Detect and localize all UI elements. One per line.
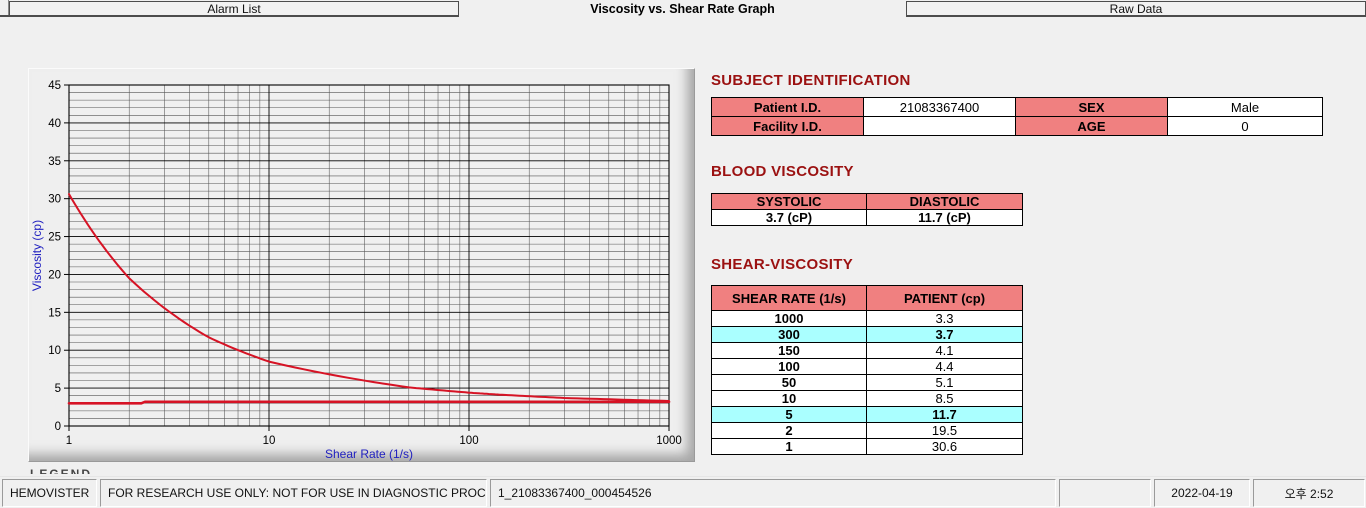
- svg-text:100: 100: [459, 435, 478, 447]
- svg-text:20: 20: [48, 269, 61, 281]
- shear-rate-cell: 150: [711, 342, 867, 359]
- viscosity-shear-chart: 0 5 10 15 20 25 30 35 40 45 1 10 100 1000 Shear Rate (…: [30, 80, 682, 461]
- y-axis-title: Viscosity (cp): [30, 220, 44, 291]
- shear-rate-cell: 5: [711, 406, 867, 423]
- blood-viscosity-title: BLOOD VISCOSITY: [711, 163, 854, 180]
- svg-text:1000: 1000: [656, 435, 682, 447]
- field-label: AGE: [1015, 116, 1168, 136]
- table-row: 150 4.1: [711, 342, 1023, 359]
- subject-identification-title: SUBJECT IDENTIFICATION: [711, 72, 911, 89]
- shear-rate-cell: 2: [711, 422, 867, 439]
- subject-identification-table: Patient I.D. 21083367400 SEX Male Facility I…: [711, 97, 1323, 136]
- table-row: Patient I.D. 21083367400 SEX Male: [711, 97, 1323, 117]
- table-row: 3.7 (cP) 11.7 (cP): [711, 209, 1023, 226]
- table-row: 1000 3.3: [711, 310, 1023, 327]
- svg-text:10: 10: [263, 435, 276, 447]
- status-disclaimer: FOR RESEARCH USE ONLY: NOT FOR USE IN DI…: [100, 479, 487, 507]
- reference-line: [67, 400, 671, 405]
- patient-cp-cell: 11.7: [866, 406, 1023, 423]
- svg-text:0: 0: [55, 421, 61, 433]
- blood-viscosity-table: SYSTOLIC DIASTOLIC 3.7 (cP) 11.7 (cP): [711, 193, 1023, 226]
- field-value: 21083367400: [863, 97, 1016, 117]
- patient-viscosity-curve: [68, 193, 670, 402]
- field-value: Male: [1167, 97, 1323, 117]
- table-row: 50 5.1: [711, 374, 1023, 391]
- patient-cp-cell: 4.4: [866, 358, 1023, 375]
- shear-rate-cell: 50: [711, 374, 867, 391]
- status-app-name: HEMOVISTER: [2, 479, 97, 507]
- patient-cp-cell: 3.3: [866, 310, 1023, 327]
- svg-text:35: 35: [48, 156, 61, 168]
- field-label: Facility I.D.: [711, 116, 864, 136]
- patient-cp-header: PATIENT (cp): [866, 285, 1023, 311]
- shear-rate-cell: 100: [711, 358, 867, 375]
- status-record-id: 1_21083367400_000454526: [490, 479, 1056, 507]
- shear-rate-cell: 1: [711, 438, 867, 455]
- field-label: Patient I.D.: [711, 97, 864, 117]
- patient-cp-cell: 3.7: [866, 326, 1023, 343]
- shear-rate-cell: 300: [711, 326, 867, 343]
- svg-text:30: 30: [48, 194, 61, 206]
- svg-text:10: 10: [48, 345, 61, 357]
- table-row: SYSTOLIC DIASTOLIC: [711, 193, 1023, 210]
- patient-cp-cell: 8.5: [866, 390, 1023, 407]
- tab-viscosity-graph[interactable]: Viscosity vs. Shear Rate Graph: [590, 1, 775, 16]
- shear-viscosity-title: SHEAR-VISCOSITY: [711, 256, 854, 273]
- tab-raw-data[interactable]: Raw Data: [906, 1, 1366, 16]
- table-row: 300 3.7: [711, 326, 1023, 343]
- table-row: 2 19.5: [711, 422, 1023, 439]
- systolic-header: SYSTOLIC: [711, 193, 867, 210]
- table-header-row: SHEAR RATE (1/s) PATIENT (cp): [711, 285, 1023, 311]
- tab-underline-right: [906, 15, 1366, 17]
- table-row: 1 30.6: [711, 438, 1023, 455]
- shear-viscosity-table: SHEAR RATE (1/s) PATIENT (cp) 1000 3.3 300…: [711, 285, 1023, 455]
- field-label: SEX: [1015, 97, 1168, 117]
- status-empty-panel: [1059, 479, 1151, 507]
- table-row: 10 8.5: [711, 390, 1023, 407]
- svg-text:5: 5: [55, 383, 61, 395]
- status-time: 오후 2:52: [1253, 479, 1365, 507]
- status-date: 2022-04-19: [1154, 479, 1250, 507]
- svg-text:45: 45: [48, 80, 61, 92]
- field-value: 0: [1167, 116, 1323, 136]
- shear-rate-cell: 10: [711, 390, 867, 407]
- x-axis-title: Shear Rate (1/s): [325, 447, 413, 461]
- shear-rate-cell: 1000: [711, 310, 867, 327]
- patient-cp-cell: 19.5: [866, 422, 1023, 439]
- svg-text:25: 25: [48, 232, 61, 244]
- tab-underline-left: [0, 15, 459, 17]
- shear-rate-header: SHEAR RATE (1/s): [711, 285, 867, 311]
- patient-cp-cell: 4.1: [866, 342, 1023, 359]
- diastolic-value: 11.7 (cP): [866, 209, 1023, 226]
- clipped-legend-text: LEGEND: [30, 467, 93, 474]
- table-row: 5 11.7: [711, 406, 1023, 423]
- window-edge: [8, 0, 9, 17]
- tab-alarm-list[interactable]: Alarm List: [9, 1, 459, 16]
- patient-cp-cell: 30.6: [866, 438, 1023, 455]
- tab-bar: Alarm List Viscosity vs. Shear Rate Grap…: [0, 0, 1366, 17]
- table-row: 100 4.4: [711, 358, 1023, 375]
- svg-text:40: 40: [48, 118, 61, 130]
- systolic-value: 3.7 (cP): [711, 209, 867, 226]
- svg-text:15: 15: [48, 307, 61, 319]
- patient-cp-cell: 5.1: [866, 374, 1023, 391]
- diastolic-header: DIASTOLIC: [866, 193, 1023, 210]
- status-bar: HEMOVISTER FOR RESEARCH USE ONLY: NOT FO…: [0, 476, 1366, 508]
- table-row: Facility I.D. AGE 0: [711, 116, 1323, 136]
- viscosity-chart-panel: 0 5 10 15 20 25 30 35 40 45 1 10 100 1000 Shear Rate (…: [28, 68, 695, 462]
- svg-text:1: 1: [66, 435, 72, 447]
- field-value: [863, 116, 1016, 136]
